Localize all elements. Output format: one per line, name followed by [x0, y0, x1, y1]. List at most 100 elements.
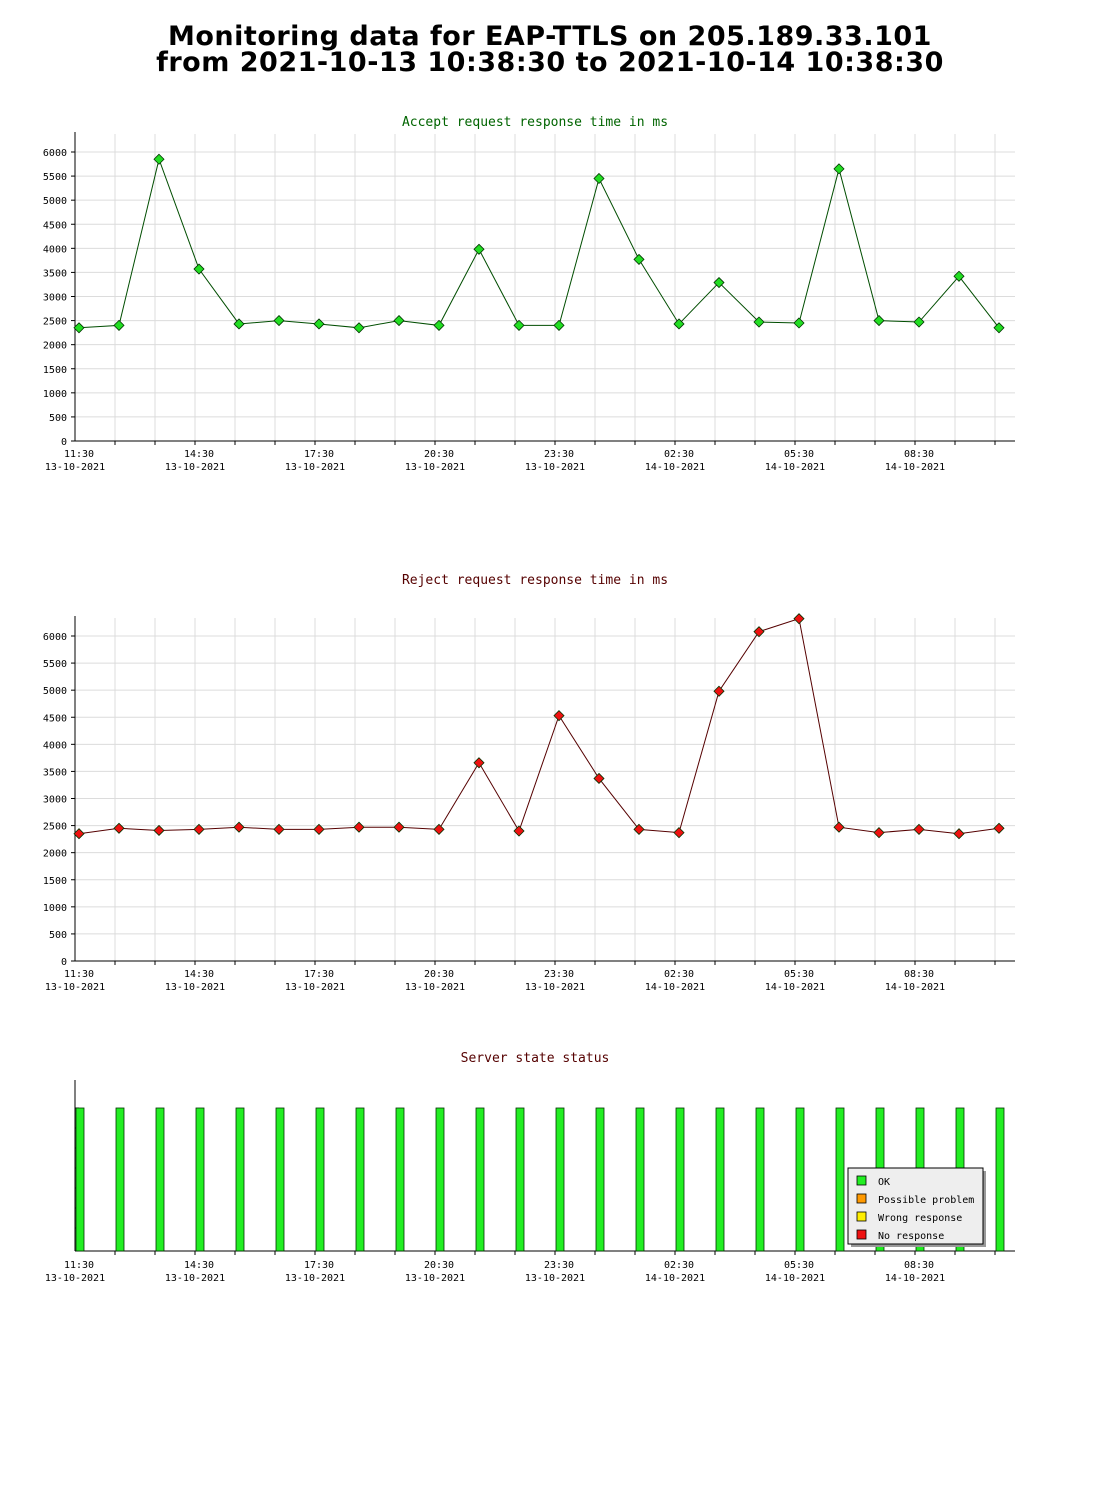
y-tick-label: 1000 [43, 389, 67, 400]
x-tick-label-date: 14-10-2021 [765, 982, 825, 993]
data-point [873, 315, 885, 327]
data-point [393, 821, 405, 833]
x-tick-label-time: 17:30 [304, 969, 334, 980]
status-bar [515, 1107, 525, 1252]
legend-label: Wrong response [878, 1213, 962, 1224]
accept-response-chart: Accept request response time in ms 0 500 10… [43, 115, 1015, 473]
series-line [78, 157, 1000, 329]
x-tick-label-date: 14-10-2021 [765, 1273, 825, 1284]
y-tick-label: 4000 [43, 740, 67, 751]
chart-title: Accept request response time in ms [402, 115, 668, 130]
data-point [233, 821, 245, 833]
y-tick-label: 1000 [43, 903, 67, 914]
data-point [473, 243, 485, 255]
y-tick-label: 2500 [43, 317, 67, 328]
x-tick-label-date: 14-10-2021 [765, 462, 825, 473]
x-tick-label-time: 20:30 [424, 969, 454, 980]
legend-swatch [856, 1229, 867, 1240]
x-tick-label-date: 13-10-2021 [525, 462, 585, 473]
data-point [633, 253, 645, 265]
data-point [713, 276, 725, 289]
page-title-line-1: Monitoring data for EAP-TTLS on 205.189.… [168, 21, 932, 52]
data-point [673, 318, 685, 330]
data-point [153, 824, 165, 837]
x-tick-label-date: 13-10-2021 [525, 982, 585, 993]
x-tick-label-time: 23:30 [544, 1260, 574, 1271]
status-bar [595, 1107, 605, 1252]
x-tick-label-time: 23:30 [544, 969, 574, 980]
data-point [913, 316, 925, 328]
x-tick-label-date: 13-10-2021 [45, 982, 105, 993]
y-tick-label: 3500 [43, 268, 67, 279]
x-tick-label-date: 13-10-2021 [45, 1273, 105, 1284]
x-tick-label-date: 13-10-2021 [405, 462, 465, 473]
data-point [73, 828, 85, 840]
data-point [353, 322, 365, 334]
x-tick-label-time: 02:30 [664, 1260, 694, 1271]
x-tick-label-date: 13-10-2021 [525, 1273, 585, 1284]
data-point [193, 823, 205, 835]
status-bar [235, 1107, 245, 1252]
series-line [78, 618, 1000, 835]
data-point [913, 823, 925, 835]
reject-response-chart: Reject request response time in ms 0 500 10… [43, 573, 1015, 993]
server-status-chart: Server state status 11:30 13-10-2021 14:30 1… [45, 1051, 1015, 1284]
y-tick-label: 4000 [43, 244, 67, 255]
data-point [593, 772, 605, 785]
status-bar [555, 1107, 565, 1252]
x-tick-label-date: 14-10-2021 [885, 1273, 945, 1284]
status-bar [715, 1107, 725, 1252]
y-tick-label: 2000 [43, 341, 67, 352]
data-point [353, 821, 365, 833]
y-tick-label: 4500 [43, 713, 67, 724]
data-point [73, 322, 85, 334]
x-tick-label-time: 14:30 [184, 1260, 214, 1271]
x-tick-label-time: 20:30 [424, 449, 454, 460]
x-tick-label-date: 13-10-2021 [405, 1273, 465, 1284]
y-tick-label: 2500 [43, 822, 67, 833]
x-tick-label-date: 14-10-2021 [885, 982, 945, 993]
data-point [513, 825, 525, 837]
x-tick-label-time: 02:30 [664, 969, 694, 980]
status-bar [995, 1107, 1005, 1252]
data-point [193, 263, 205, 275]
data-point [313, 318, 325, 330]
data-point [713, 685, 725, 697]
status-bar [155, 1107, 165, 1252]
data-point [833, 821, 845, 833]
y-tick-label: 5500 [43, 172, 67, 183]
y-tick-label: 4500 [43, 220, 67, 231]
x-tick-label-time: 14:30 [184, 969, 214, 980]
y-tick-label: 500 [49, 413, 67, 424]
data-point [873, 827, 885, 839]
y-tick-label: 3500 [43, 767, 67, 778]
y-tick-label: 500 [49, 930, 67, 941]
status-bar [795, 1107, 805, 1252]
legend-swatch [856, 1193, 867, 1204]
data-point [833, 163, 845, 175]
status-bar [315, 1107, 325, 1252]
data-point [993, 822, 1005, 834]
chart-title: Server state status [461, 1051, 610, 1066]
x-tick-label-date: 13-10-2021 [285, 982, 345, 993]
data-point [113, 319, 125, 331]
legend-box [847, 1167, 984, 1245]
page-title-line-2: from 2021-10-13 10:38:30 to 2021-10-14 1… [156, 47, 944, 78]
x-tick-label-time: 17:30 [304, 1260, 334, 1271]
data-point [753, 626, 765, 638]
x-tick-label-time: 11:30 [64, 449, 94, 460]
data-point [433, 823, 445, 835]
x-tick-label-time: 02:30 [664, 449, 694, 460]
data-point [273, 315, 285, 327]
x-tick-label-time: 11:30 [64, 969, 94, 980]
x-tick-label-time: 20:30 [424, 1260, 454, 1271]
x-tick-label-time: 17:30 [304, 449, 334, 460]
data-point [393, 315, 405, 327]
x-tick-label-date: 14-10-2021 [645, 982, 705, 993]
x-tick-label-date: 14-10-2021 [885, 462, 945, 473]
x-tick-label-date: 13-10-2021 [285, 462, 345, 473]
status-bar [835, 1107, 845, 1252]
x-tick-label-time: 05:30 [784, 1260, 814, 1271]
x-tick-label-time: 23:30 [544, 449, 574, 460]
y-tick-label: 3000 [43, 293, 67, 304]
